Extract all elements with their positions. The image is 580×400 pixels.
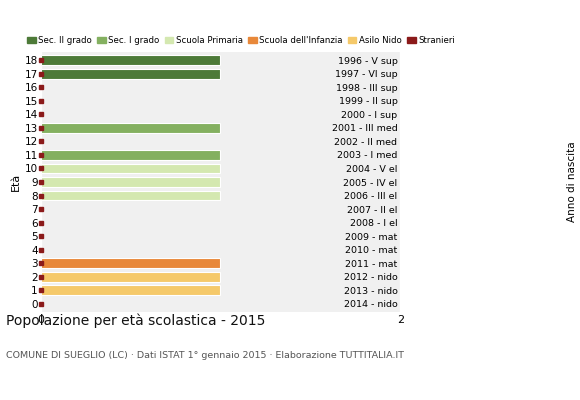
Bar [41,55,220,65]
Bar [41,123,220,133]
Bar [41,150,220,160]
Bar [41,164,220,173]
Legend: Sec. II grado, Sec. I grado, Scuola Primaria, Scuola dell'Infanzia, Asilo Nido, : Sec. II grado, Sec. I grado, Scuola Prim… [27,36,455,45]
Bar [41,191,220,200]
Bar [41,286,220,295]
Text: Popolazione per età scolastica - 2015: Popolazione per età scolastica - 2015 [6,314,265,328]
Bar [41,258,220,268]
Bar [41,177,220,187]
Bar [41,272,220,282]
Bar [41,69,220,78]
Y-axis label: Età: Età [10,173,20,191]
Text: COMUNE DI SUEGLIO (LC) · Dati ISTAT 1° gennaio 2015 · Elaborazione TUTTITALIA.IT: COMUNE DI SUEGLIO (LC) · Dati ISTAT 1° g… [6,351,404,360]
Text: Anno di nascita: Anno di nascita [567,142,577,222]
